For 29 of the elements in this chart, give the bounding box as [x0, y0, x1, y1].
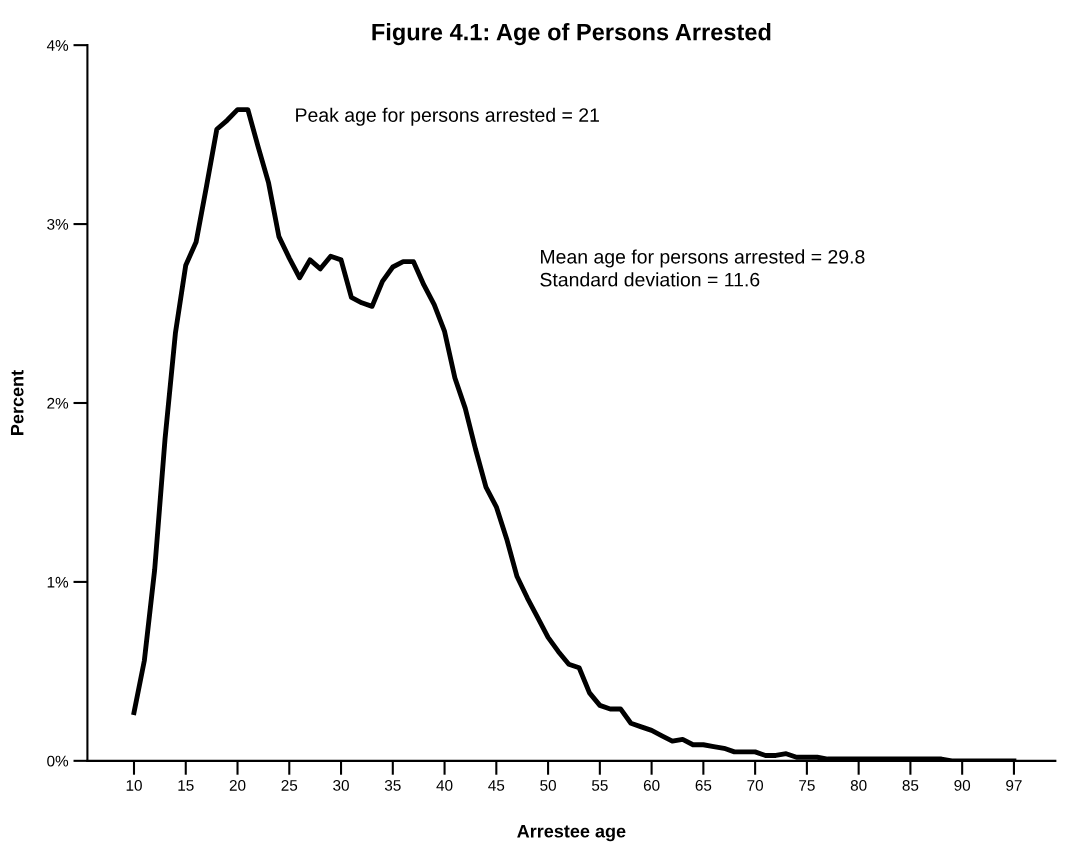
y-tick-label: 3%: [47, 218, 69, 230]
x-tick-label: 40: [436, 779, 453, 791]
x-tick-label: 20: [229, 779, 246, 791]
annotation: Mean age for persons arrested = 29.8: [541, 249, 865, 268]
x-tick-label: 80: [850, 779, 867, 791]
y-tick-label: 1%: [47, 576, 69, 588]
chart-title: Figure 4.1: Age of Persons Arrested: [372, 23, 771, 46]
y-axis-title: Percent: [10, 370, 24, 435]
y-tick-label: 4%: [46, 40, 69, 51]
x-tick-label: 15: [178, 780, 194, 791]
x-tick-label: 50: [540, 779, 556, 791]
y-tick-label: 0%: [47, 755, 69, 767]
annotation: Standard deviation = 11.6: [540, 272, 760, 287]
x-tick-label: 10: [126, 779, 142, 791]
x-tick-label: 30: [333, 779, 349, 791]
x-tick-label: 55: [591, 780, 608, 791]
y-tick-label: 2%: [47, 397, 69, 409]
x-tick-label: 85: [902, 779, 919, 791]
x-tick-label: 70: [747, 779, 764, 791]
x-axis-title: Arrestee age: [517, 824, 626, 842]
x-tick-label: 35: [384, 779, 401, 791]
x-tick-label: 25: [281, 779, 298, 791]
annotation: Peak age for persons arrested = 21: [296, 107, 599, 126]
x-tick-label: 97: [1006, 779, 1022, 791]
x-tick-label: 65: [695, 779, 712, 791]
x-tick-label: 60: [643, 779, 660, 791]
x-tick-label: 45: [488, 780, 505, 791]
x-tick-label: 90: [954, 779, 971, 791]
x-tick-label: 75: [799, 780, 815, 791]
